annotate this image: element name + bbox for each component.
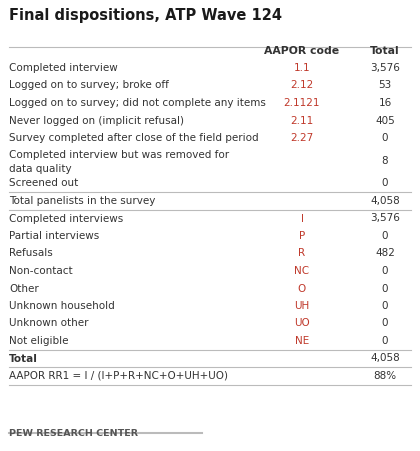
Text: Final dispositions, ATP Wave 124: Final dispositions, ATP Wave 124	[9, 8, 282, 23]
Text: 88%: 88%	[373, 370, 396, 380]
Text: 3,576: 3,576	[370, 213, 400, 223]
Text: 16: 16	[378, 98, 391, 108]
Text: 0: 0	[382, 230, 388, 240]
Text: Total: Total	[9, 353, 38, 363]
Text: Survey completed after close of the field period: Survey completed after close of the fiel…	[9, 133, 259, 143]
Text: 0: 0	[382, 178, 388, 188]
Text: data quality: data quality	[9, 163, 72, 173]
Text: AAPOR code: AAPOR code	[265, 46, 339, 56]
Text: Completed interview: Completed interview	[9, 63, 118, 73]
Text: O: O	[298, 283, 306, 293]
Text: Logged on to survey; did not complete any items: Logged on to survey; did not complete an…	[9, 98, 266, 108]
Text: Completed interview but was removed for: Completed interview but was removed for	[9, 150, 229, 160]
Text: 0: 0	[382, 265, 388, 276]
Text: Partial interviews: Partial interviews	[9, 230, 99, 240]
Text: 4,058: 4,058	[370, 196, 400, 206]
Text: NE: NE	[295, 335, 309, 345]
Text: Unknown household: Unknown household	[9, 300, 115, 310]
Text: 3,576: 3,576	[370, 63, 400, 73]
Text: P: P	[299, 230, 305, 240]
Text: UH: UH	[294, 300, 310, 310]
Text: Never logged on (implicit refusal): Never logged on (implicit refusal)	[9, 115, 184, 125]
Text: UO: UO	[294, 318, 310, 328]
Text: Completed interviews: Completed interviews	[9, 213, 123, 223]
Text: 482: 482	[375, 248, 395, 258]
Text: NC: NC	[294, 265, 310, 276]
Text: Total: Total	[370, 46, 400, 56]
Text: 0: 0	[382, 300, 388, 310]
Text: R: R	[299, 248, 306, 258]
Text: Screened out: Screened out	[9, 178, 78, 188]
Text: 8: 8	[382, 156, 389, 166]
Text: AAPOR RR1 = I / (I+P+R+NC+O+UH+UO): AAPOR RR1 = I / (I+P+R+NC+O+UH+UO)	[9, 370, 228, 380]
Text: 4,058: 4,058	[370, 353, 400, 363]
Text: 2.12: 2.12	[290, 80, 314, 90]
Text: 0: 0	[382, 335, 388, 345]
Text: Other: Other	[9, 283, 39, 293]
Text: Not eligible: Not eligible	[9, 335, 68, 345]
Text: Total panelists in the survey: Total panelists in the survey	[9, 196, 155, 206]
Text: 0: 0	[382, 133, 388, 143]
Text: 1.1: 1.1	[294, 63, 310, 73]
Text: Refusals: Refusals	[9, 248, 53, 258]
Text: Unknown other: Unknown other	[9, 318, 89, 328]
Text: 2.27: 2.27	[290, 133, 314, 143]
Text: 0: 0	[382, 318, 388, 328]
Text: PEW RESEARCH CENTER: PEW RESEARCH CENTER	[9, 428, 138, 437]
Text: 2.11: 2.11	[290, 115, 314, 125]
Text: 0: 0	[382, 283, 388, 293]
Text: I: I	[300, 213, 304, 223]
Text: 2.1121: 2.1121	[284, 98, 320, 108]
Text: 53: 53	[378, 80, 391, 90]
Text: Logged on to survey; broke off: Logged on to survey; broke off	[9, 80, 169, 90]
Text: Non-contact: Non-contact	[9, 265, 73, 276]
Text: 405: 405	[375, 115, 395, 125]
